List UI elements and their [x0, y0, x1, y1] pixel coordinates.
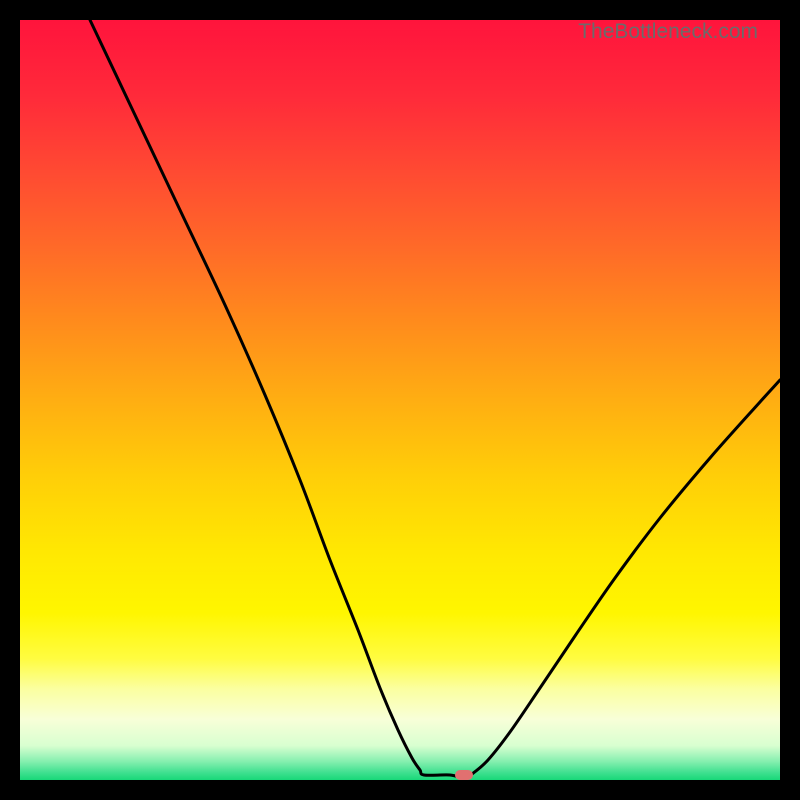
- watermark-text: TheBottleneck.com: [578, 20, 758, 44]
- plot-area: TheBottleneck.com: [20, 20, 780, 780]
- optimal-point-marker: [455, 770, 473, 780]
- bottleneck-curve: [20, 20, 780, 780]
- chart-frame: TheBottleneck.com: [0, 0, 800, 800]
